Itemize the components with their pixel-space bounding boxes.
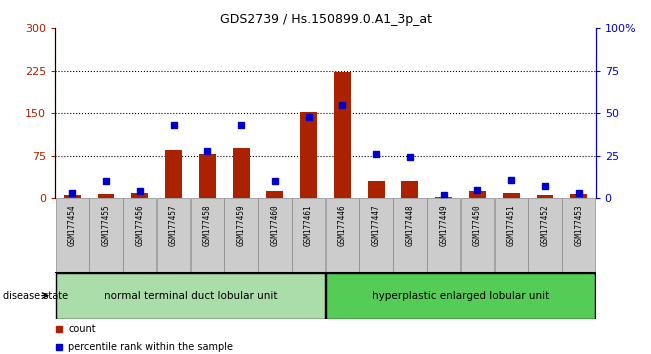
Text: percentile rank within the sample: percentile rank within the sample [68, 342, 233, 352]
Bar [199, 154, 215, 198]
Bar [461, 198, 494, 273]
Bar [326, 273, 596, 319]
Bar [300, 112, 317, 198]
Bar [436, 196, 452, 198]
Text: GSM177451: GSM177451 [506, 204, 516, 246]
Text: GSM177446: GSM177446 [338, 204, 347, 246]
Text: GSM177449: GSM177449 [439, 204, 448, 246]
Text: hyperplastic enlarged lobular unit: hyperplastic enlarged lobular unit [372, 291, 549, 301]
Bar [132, 193, 148, 198]
Bar [55, 198, 89, 273]
Bar [503, 193, 519, 198]
Bar [98, 194, 115, 198]
Text: GSM177448: GSM177448 [406, 204, 415, 246]
Title: GDS2739 / Hs.150899.0.A1_3p_at: GDS2739 / Hs.150899.0.A1_3p_at [219, 13, 432, 26]
Bar [402, 181, 419, 198]
Bar [334, 73, 351, 198]
Text: normal terminal duct lobular unit: normal terminal duct lobular unit [104, 291, 277, 301]
Bar [570, 194, 587, 198]
Text: GSM177459: GSM177459 [236, 204, 245, 246]
Bar [469, 192, 486, 198]
Text: GSM177454: GSM177454 [68, 204, 77, 246]
Bar [225, 198, 258, 273]
Text: GSM177447: GSM177447 [372, 204, 381, 246]
Bar [64, 195, 81, 198]
Bar [55, 273, 325, 319]
Text: count: count [68, 324, 96, 334]
Bar [359, 198, 393, 273]
Text: GSM177452: GSM177452 [540, 204, 549, 246]
Text: GSM177460: GSM177460 [270, 204, 279, 246]
Bar [427, 198, 460, 273]
Bar [529, 198, 562, 273]
Text: GSM177450: GSM177450 [473, 204, 482, 246]
Bar [326, 198, 359, 273]
Bar [495, 198, 528, 273]
Bar [232, 148, 249, 198]
Text: disease state: disease state [3, 291, 68, 301]
Bar [292, 198, 326, 273]
Text: GSM177457: GSM177457 [169, 204, 178, 246]
Bar [258, 198, 292, 273]
Text: GSM177461: GSM177461 [304, 204, 313, 246]
Bar [89, 198, 122, 273]
Bar [368, 181, 385, 198]
Bar [266, 192, 283, 198]
Bar [123, 198, 156, 273]
Text: GSM177458: GSM177458 [203, 204, 212, 246]
Bar [536, 195, 553, 198]
Text: GSM177453: GSM177453 [574, 204, 583, 246]
Bar [393, 198, 426, 273]
Bar [191, 198, 224, 273]
Bar [562, 198, 596, 273]
Bar [165, 150, 182, 198]
Bar [157, 198, 190, 273]
Text: GSM177456: GSM177456 [135, 204, 145, 246]
Text: GSM177455: GSM177455 [102, 204, 111, 246]
